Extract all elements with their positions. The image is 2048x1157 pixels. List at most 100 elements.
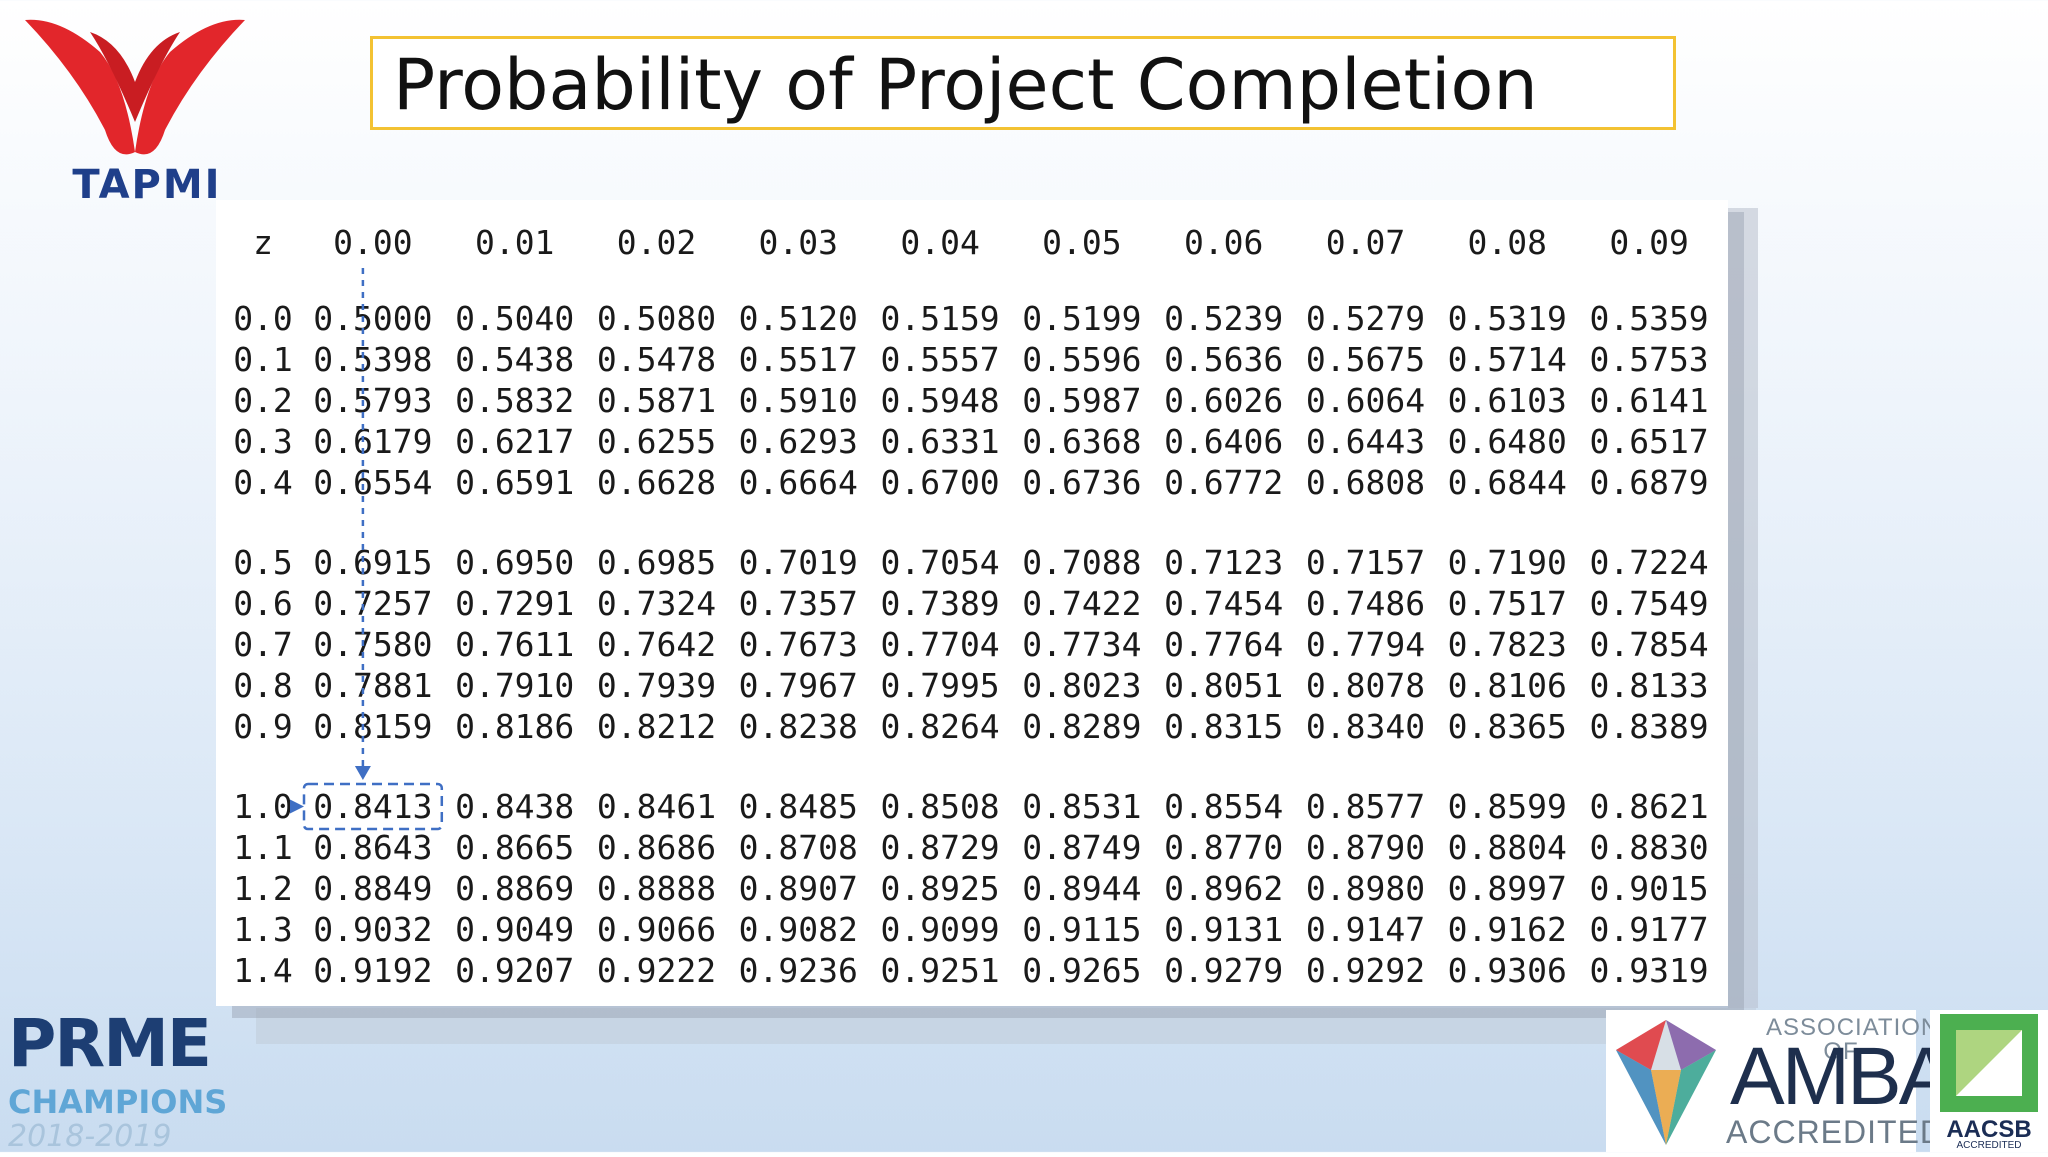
z-value-cell: 0.3 [233, 422, 293, 461]
probability-cell: 0.9192 [313, 951, 433, 990]
probability-cell: 0.7486 [1305, 584, 1426, 623]
probability-cell: 0.8264 [880, 707, 1000, 746]
probability-cell: 0.6985 [596, 543, 717, 582]
probability-cell: 0.8389 [1589, 707, 1709, 746]
probability-cell: 0.8133 [1589, 666, 1709, 705]
probability-cell: 0.5753 [1589, 340, 1709, 379]
probability-cell: 0.7967 [738, 666, 858, 705]
probability-cell: 0.8315 [1164, 707, 1284, 746]
probability-cell: 0.6368 [1022, 422, 1142, 461]
probability-cell: 0.6293 [738, 422, 858, 461]
column-header: 0.09 [1609, 222, 1689, 262]
probability-cell: 0.8643 [313, 828, 433, 867]
probability-cell: 0.8599 [1447, 787, 1567, 826]
probability-cell: 0.9066 [596, 910, 717, 949]
probability-cell: 0.8944 [1022, 869, 1142, 908]
probability-cell: 0.8980 [1305, 869, 1426, 908]
probability-cell: 0.6443 [1305, 422, 1426, 461]
z-column-header: z [253, 222, 273, 262]
highlighted-probability-cell: 0.8413 [313, 787, 433, 826]
probability-cell: 0.5159 [880, 299, 1000, 338]
probability-cell: 0.9319 [1589, 951, 1709, 990]
probability-cell: 0.8238 [738, 707, 858, 746]
probability-cell: 0.5478 [596, 340, 717, 379]
probability-cell: 0.7910 [455, 666, 575, 705]
amba-logo: ASSOCIATION OF AMBA ACCREDITED [1606, 1010, 1953, 1152]
prme-champions: CHAMPIONS [8, 1083, 228, 1121]
probability-cell: 0.9131 [1164, 910, 1284, 949]
probability-cell: 0.9099 [880, 910, 1000, 949]
probability-cell: 0.6915 [313, 543, 433, 582]
probability-cell: 0.6179 [313, 422, 433, 461]
probability-cell: 0.8554 [1164, 787, 1284, 826]
table-row: 0.5 0.6915 0.6950 0.6985 0.7019 0.7054 0.7088 0… [224, 542, 1720, 583]
table-row: 0.3 0.6179 0.6217 0.6255 0.6293 0.6331 0.6368 0… [224, 421, 1720, 462]
probability-cell: 0.9207 [455, 951, 575, 990]
probability-cell: 0.7019 [738, 543, 858, 582]
table-row: 1.1 0.8643 0.8665 0.8686 0.8708 0.8729 0.8749 0… [224, 827, 1720, 868]
column-header: 0.01 [474, 222, 555, 262]
probability-cell: 0.8159 [313, 707, 433, 746]
z-value-cell: 0.2 [233, 381, 293, 420]
aacsb-logo: AACSB ACCREDITED [1930, 1010, 2048, 1152]
prme-logo: PRME CHAMPIONS 2018-2019 [8, 1005, 248, 1154]
probability-cell: 0.7611 [455, 625, 575, 664]
z-value-cell: 1.4 [233, 951, 293, 990]
table-row: 0.9 0.8159 0.8186 0.8212 0.8238 0.8264 0.8289 0… [224, 706, 1720, 747]
table-row: 1.0 0.8413 0.8438 0.8461 0.8485 0.8508 0.8531 0… [224, 786, 1720, 827]
row-spacer [224, 274, 1720, 298]
probability-cell: 0.6480 [1447, 422, 1567, 461]
probability-cell: 0.5871 [596, 381, 717, 420]
probability-cell: 0.8577 [1305, 787, 1426, 826]
tapmi-logo: TAPMI [20, 12, 250, 208]
probability-cell: 0.8729 [880, 828, 1000, 867]
z-value-cell: 1.3 [233, 910, 293, 949]
probability-cell: 0.6064 [1305, 381, 1426, 420]
probability-cell: 0.8365 [1447, 707, 1567, 746]
z-table-body: 0.0 0.5000 0.5040 0.5080 0.5120 0.5159 0.5199 0… [224, 274, 1720, 991]
probability-cell: 0.8962 [1164, 869, 1284, 908]
probability-cell: 0.6772 [1164, 463, 1284, 502]
decorative-shadow-bottom [256, 1008, 1756, 1044]
probability-cell: 0.5120 [738, 299, 858, 338]
probability-cell: 0.8749 [1022, 828, 1142, 867]
probability-cell: 0.5359 [1589, 299, 1709, 338]
probability-cell: 0.5596 [1022, 340, 1142, 379]
probability-cell: 0.5636 [1164, 340, 1284, 379]
probability-cell: 0.5517 [738, 340, 858, 379]
probability-cell: 0.7357 [738, 584, 858, 623]
probability-cell: 0.5080 [596, 299, 717, 338]
z-value-cell: 0.1 [233, 340, 293, 379]
probability-cell: 0.8849 [313, 869, 433, 908]
z-value-cell: 0.5 [233, 543, 293, 582]
probability-cell: 0.8708 [738, 828, 858, 867]
z-value-cell: 0.6 [233, 584, 293, 623]
probability-cell: 0.9015 [1589, 869, 1709, 908]
probability-cell: 0.8621 [1589, 787, 1709, 826]
probability-cell: 0.6844 [1447, 463, 1567, 502]
probability-cell: 0.8997 [1447, 869, 1567, 908]
z-value-cell: 0.8 [233, 666, 293, 705]
probability-cell: 0.6628 [596, 463, 717, 502]
probability-cell: 0.5793 [313, 381, 433, 420]
probability-cell: 0.9147 [1305, 910, 1426, 949]
probability-cell: 0.5832 [455, 381, 575, 420]
probability-cell: 0.5000 [313, 299, 433, 338]
probability-cell: 0.7580 [313, 625, 433, 664]
column-header: 0.03 [758, 222, 839, 262]
probability-cell: 0.7157 [1305, 543, 1426, 582]
probability-cell: 0.5040 [455, 299, 575, 338]
probability-cell: 0.5910 [738, 381, 858, 420]
probability-cell: 0.8531 [1022, 787, 1142, 826]
aacsb-word: AACSB [1946, 1116, 2032, 1143]
probability-cell: 0.7454 [1164, 584, 1284, 623]
title-box: Probability of Project Completion [370, 36, 1676, 130]
probability-cell: 0.6808 [1305, 463, 1426, 502]
probability-cell: 0.6141 [1589, 381, 1709, 420]
table-row: 0.7 0.7580 0.7611 0.7642 0.7673 0.7704 0.7734 0… [224, 624, 1720, 665]
probability-cell: 0.7190 [1447, 543, 1567, 582]
probability-cell: 0.8051 [1164, 666, 1284, 705]
probability-cell: 0.7854 [1589, 625, 1709, 664]
probability-cell: 0.6879 [1589, 463, 1709, 502]
probability-cell: 0.6026 [1164, 381, 1284, 420]
